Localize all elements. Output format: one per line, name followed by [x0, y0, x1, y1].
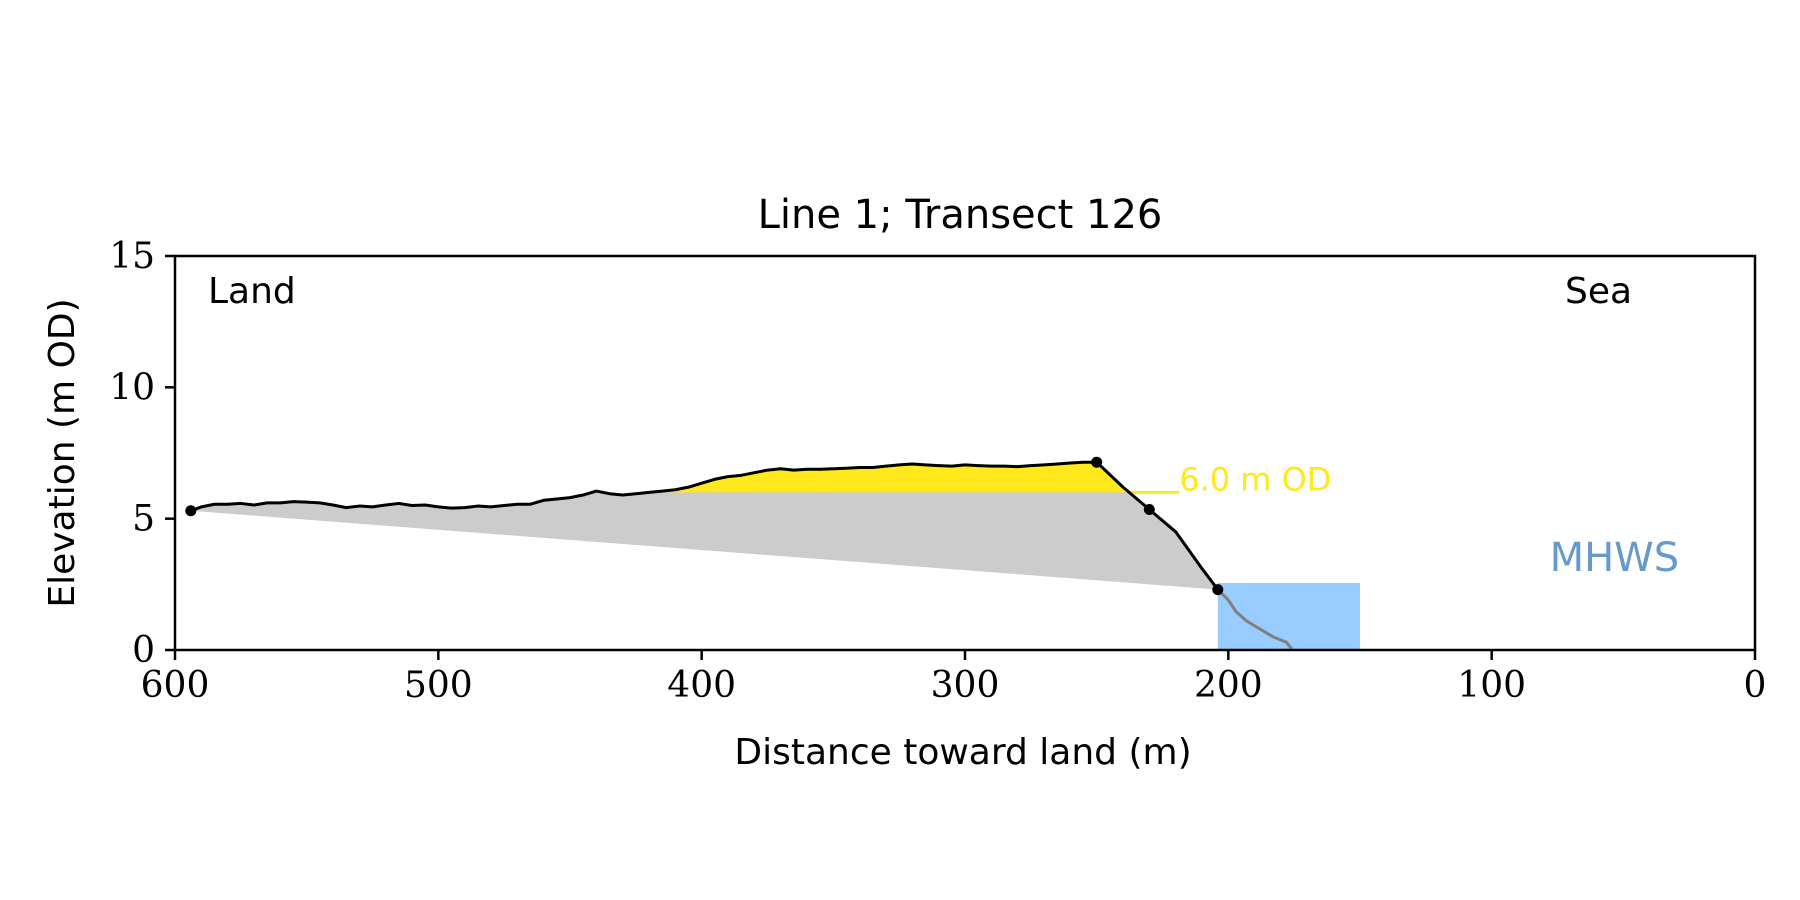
profile-marker	[1212, 584, 1224, 596]
y-axis: 0 5 10 15	[109, 236, 175, 671]
y-axis-label: Elevation (m OD)	[42, 298, 83, 607]
plot-frame	[173, 254, 1757, 652]
profile-line	[190, 460, 1219, 591]
sea-annotation: Sea	[1565, 271, 1632, 312]
x-axis: 600 500 400 300 200 100 0	[141, 650, 1767, 706]
toe-line	[1216, 588, 1293, 650]
mhws-water-area	[1217, 583, 1360, 650]
mhws-label: MHWS	[1550, 535, 1680, 581]
profile-marker	[185, 505, 197, 517]
x-axis-label: Distance toward land (m)	[734, 732, 1191, 773]
x-tick-label: 600	[141, 665, 210, 706]
x-tick-label: 300	[931, 665, 1000, 706]
x-tick-label: 200	[1194, 665, 1263, 706]
y-tick-label: 0	[132, 630, 155, 671]
x-tick-label: 100	[1457, 665, 1526, 706]
y-tick-label: 5	[132, 499, 155, 540]
x-tick-label: 0	[1744, 665, 1767, 706]
chart-title: Line 1; Transect 126	[758, 192, 1163, 238]
x-tick-label: 400	[667, 665, 736, 706]
profile-markers	[185, 456, 1224, 596]
yellow-fill-area	[591, 462, 1130, 493]
x-tick-label: 500	[404, 665, 473, 706]
threshold-label: 6.0 m OD	[1179, 460, 1331, 498]
profile-marker	[1143, 503, 1155, 515]
y-tick-label: 10	[109, 367, 155, 408]
plot-area	[185, 456, 1360, 650]
profile-marker	[1091, 456, 1103, 468]
land-annotation: Land	[208, 271, 296, 312]
gray-fill-area	[190, 462, 1218, 590]
y-tick-label: 15	[109, 236, 155, 277]
